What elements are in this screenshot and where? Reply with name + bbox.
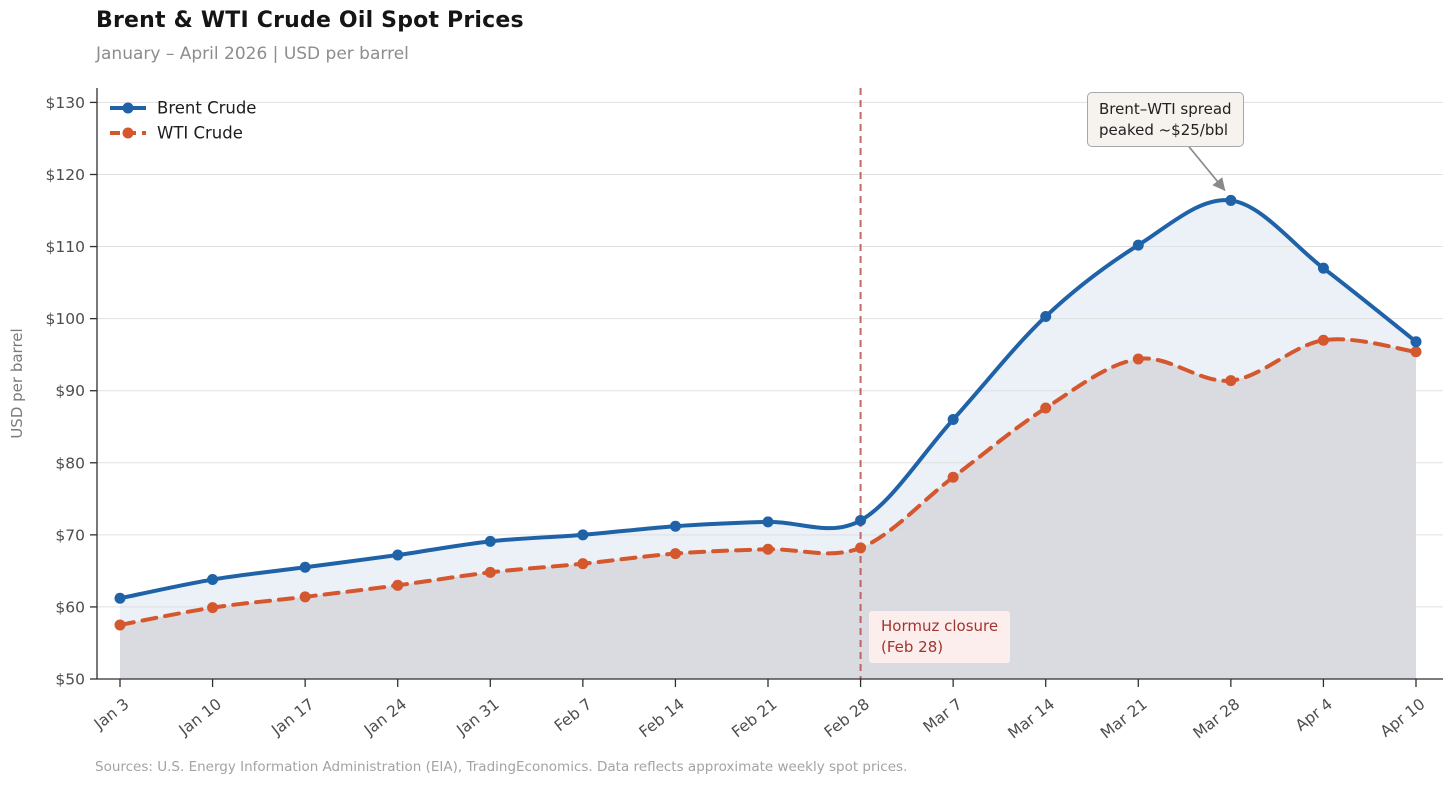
- y-tick-label: $60: [55, 598, 85, 616]
- spread-peak-annotation-line1: Brent–WTI spread: [1099, 100, 1232, 118]
- x-tick-label: Mar 7: [920, 695, 966, 736]
- x-tick-label: Feb 14: [636, 695, 688, 741]
- brent-data-point: [1317, 262, 1329, 274]
- legend-marker-dot: [122, 102, 134, 114]
- brent-data-point: [577, 529, 589, 541]
- wti-line-series: [118, 337, 1418, 627]
- hormuz-closure-label-line1: Hormuz closure: [881, 617, 999, 635]
- wti-data-point: [1225, 375, 1237, 387]
- y-axis-title: USD per barrel: [8, 328, 26, 438]
- x-tick-label: Feb 28: [821, 695, 873, 741]
- wti-data-point: [207, 602, 219, 614]
- wti-data-point: [577, 558, 589, 570]
- legend-label: Brent Crude: [157, 99, 256, 118]
- brent-area-fill: [120, 200, 1416, 679]
- brent-data-point: [114, 592, 126, 604]
- spread-peak-annotation: Brent–WTI spread peaked ~$25/bbl: [1087, 92, 1244, 148]
- brent-data-point: [392, 549, 404, 561]
- wti-data-point: [1040, 402, 1052, 414]
- x-tick-label: Jan 17: [267, 695, 317, 740]
- brent-data-point: [1410, 336, 1422, 348]
- legend-item-brent: [110, 102, 146, 114]
- annotation-arrow: [1183, 139, 1226, 192]
- brent-data-point: [299, 561, 311, 573]
- wti-data-point: [1132, 353, 1144, 365]
- wti-data-point: [855, 542, 867, 554]
- wti-data-point: [1317, 334, 1329, 346]
- brent-data-point: [762, 516, 774, 528]
- brent-data-point: [484, 535, 496, 547]
- legend-label: WTI Crude: [157, 124, 243, 143]
- y-tick-label: $80: [55, 454, 85, 472]
- wti-data-point: [484, 566, 496, 578]
- brent-data-point: [207, 574, 219, 586]
- brent-line-series: [118, 198, 1418, 601]
- x-tick-label: Jan 31: [453, 695, 503, 740]
- brent-data-point: [1225, 194, 1237, 206]
- y-tick-label: $50: [55, 671, 85, 689]
- wti-data-point: [299, 591, 311, 603]
- y-tick-label: $70: [55, 526, 85, 544]
- brent-data-point: [669, 520, 681, 532]
- legend-marker-dot: [122, 127, 134, 139]
- x-tick-label: Mar 14: [1005, 695, 1059, 742]
- brent-data-point: [855, 514, 867, 526]
- page-title: Brent & WTI Crude Oil Spot Prices: [96, 8, 524, 33]
- source-note: Sources: U.S. Energy Information Adminis…: [95, 759, 908, 775]
- x-tick-label: Mar 28: [1190, 695, 1244, 742]
- legend-item-wti: [110, 127, 146, 139]
- x-tick-label: Feb 21: [728, 695, 780, 741]
- page-subtitle: January – April 2026 | USD per barrel: [96, 44, 409, 64]
- brent-data-point: [947, 414, 959, 426]
- y-tick-label: $90: [55, 382, 85, 400]
- brent-data-point: [1132, 239, 1144, 251]
- y-tick-label: $130: [46, 94, 85, 112]
- brent-data-point: [1040, 310, 1052, 322]
- x-tick-label: Apr 4: [1292, 695, 1336, 735]
- x-tick-label: Jan 24: [360, 695, 410, 740]
- y-tick-label: $120: [46, 166, 85, 184]
- x-tick-label: Apr 10: [1377, 695, 1429, 741]
- y-tick-label: $110: [46, 238, 85, 256]
- wti-data-point: [947, 471, 959, 483]
- x-tick-label: Feb 7: [551, 695, 595, 735]
- y-tick-label: $100: [46, 310, 85, 328]
- x-tick-label: Jan 10: [175, 695, 225, 740]
- hormuz-closure-label: Hormuz closure (Feb 28): [869, 611, 1011, 663]
- x-tick-label: Mar 21: [1097, 695, 1151, 742]
- hormuz-closure-label-line2: (Feb 28): [881, 638, 944, 656]
- x-tick-label: Jan 3: [90, 695, 132, 734]
- wti-data-point: [669, 548, 681, 560]
- wti-data-point: [114, 619, 126, 631]
- wti-area-fill: [120, 339, 1416, 679]
- wti-data-point: [762, 543, 774, 555]
- wti-data-point: [392, 579, 404, 591]
- wti-data-point: [1410, 346, 1422, 358]
- spread-peak-annotation-line2: peaked ~$25/bbl: [1099, 120, 1229, 139]
